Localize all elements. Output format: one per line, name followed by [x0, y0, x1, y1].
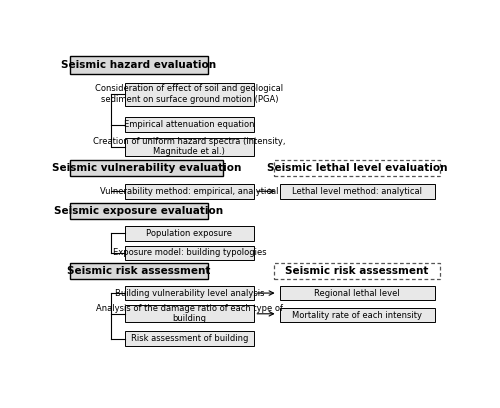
Text: Mortality rate of each intensity: Mortality rate of each intensity: [292, 310, 422, 319]
FancyBboxPatch shape: [274, 160, 440, 176]
Text: Population exposure: Population exposure: [146, 229, 232, 238]
FancyBboxPatch shape: [274, 263, 440, 279]
FancyBboxPatch shape: [124, 184, 254, 199]
FancyBboxPatch shape: [124, 226, 254, 241]
Text: Risk assessment of building: Risk assessment of building: [130, 334, 248, 343]
Text: Seismic hazard evaluation: Seismic hazard evaluation: [62, 60, 216, 70]
FancyBboxPatch shape: [280, 308, 434, 322]
Text: Building vulnerability level analysis: Building vulnerability level analysis: [114, 288, 264, 297]
FancyBboxPatch shape: [280, 286, 434, 300]
Text: Empirical attenuation equation: Empirical attenuation equation: [124, 120, 254, 129]
FancyBboxPatch shape: [70, 160, 224, 176]
FancyBboxPatch shape: [70, 203, 208, 219]
Text: Consideration of effect of soil and geological
sediment on surface ground motion: Consideration of effect of soil and geol…: [96, 84, 284, 104]
Text: Lethal level method: analytical: Lethal level method: analytical: [292, 187, 422, 196]
FancyBboxPatch shape: [124, 83, 254, 106]
FancyBboxPatch shape: [124, 286, 254, 300]
Text: Seismic vulnerability evaluation: Seismic vulnerability evaluation: [52, 163, 242, 173]
Text: Seismic exposure evaluation: Seismic exposure evaluation: [54, 206, 224, 216]
FancyBboxPatch shape: [124, 331, 254, 346]
FancyBboxPatch shape: [70, 263, 208, 279]
FancyBboxPatch shape: [124, 305, 254, 322]
FancyBboxPatch shape: [280, 184, 434, 199]
Text: Seismic lethal level evaluation: Seismic lethal level evaluation: [267, 163, 448, 173]
FancyBboxPatch shape: [124, 246, 254, 260]
FancyBboxPatch shape: [124, 117, 254, 132]
FancyBboxPatch shape: [70, 56, 208, 74]
Text: Vulnerability method: empirical, analytical: Vulnerability method: empirical, analyti…: [100, 187, 278, 196]
Text: Seismic risk assessment: Seismic risk assessment: [286, 266, 428, 276]
FancyBboxPatch shape: [124, 137, 254, 156]
Text: Regional lethal level: Regional lethal level: [314, 288, 400, 297]
Text: Creation of uniform hazard spectra (intensity,
Magnitude et al.): Creation of uniform hazard spectra (inte…: [93, 137, 286, 156]
Text: Seismic risk assessment: Seismic risk assessment: [68, 266, 210, 276]
Text: Analysis of the damage ratio of each type of
building: Analysis of the damage ratio of each typ…: [96, 304, 283, 323]
Text: Exposure model: building typologies: Exposure model: building typologies: [112, 248, 266, 257]
